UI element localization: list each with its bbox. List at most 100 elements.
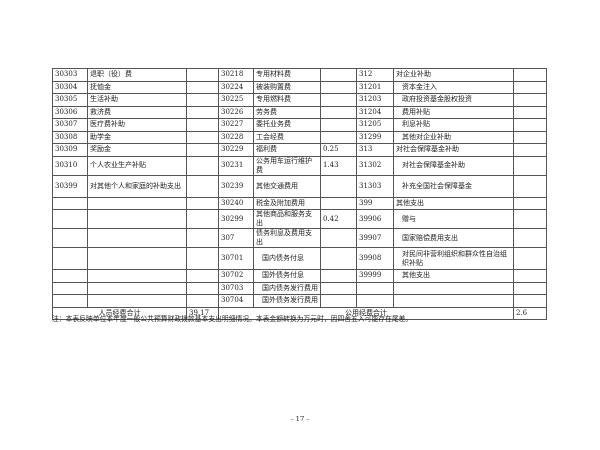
- personnel-item: [87, 196, 187, 210]
- table-row: 30304 抚恤金 30224 被装购置费 31201 资本金注入: [52, 80, 547, 94]
- personnel-amount: [186, 93, 219, 107]
- table-row: 30240 税金及附加费用 399 其他支出: [52, 196, 547, 210]
- personnel-amount: [186, 228, 219, 248]
- table-row: 30306 救济费 30226 劳务费 31204 费用补贴: [52, 105, 547, 119]
- personnel-item: [87, 247, 187, 270]
- other-code: 31204: [356, 105, 394, 119]
- personnel-item: 奖励金: [87, 143, 187, 157]
- goods-code: 30701: [218, 247, 254, 270]
- personnel-total-label: 人员经费合计: [52, 306, 187, 320]
- goods-code: 30226: [218, 105, 254, 119]
- personnel-item: [87, 281, 187, 295]
- other-amount: [513, 80, 547, 94]
- personnel-item: 个人农业生产补贴: [87, 155, 187, 176]
- page-number: - 17 -: [291, 415, 309, 423]
- other-code: 31302: [356, 155, 394, 176]
- personnel-item: [87, 228, 187, 248]
- other-item: 其他支出: [393, 269, 514, 283]
- personnel-item: [87, 209, 187, 229]
- personnel-item: 救济费: [87, 105, 187, 119]
- other-item: 对社会保障基金补助: [393, 155, 514, 176]
- personnel-amount: [186, 143, 219, 157]
- table-row: 30303 退职（役）费 30218 专用材料费 312 对企业补助: [52, 68, 547, 82]
- other-code: 31303: [356, 174, 394, 198]
- goods-code: 307: [218, 228, 254, 248]
- personnel-amount: [186, 130, 219, 144]
- personnel-code: 30310: [52, 155, 88, 176]
- personnel-item: 抚恤金: [87, 80, 187, 94]
- other-amount: [513, 209, 547, 229]
- personnel-code: 30303: [52, 68, 88, 82]
- personnel-amount: [186, 118, 219, 132]
- other-amount: [513, 93, 547, 107]
- goods-code: 30240: [218, 196, 254, 210]
- personnel-item: 退职（役）费: [87, 68, 187, 82]
- goods-item: 国内债务发行费用: [253, 281, 321, 295]
- goods-code: 30299: [218, 209, 254, 229]
- goods-code: 30224: [218, 80, 254, 94]
- goods-amount: 0.25: [320, 143, 357, 157]
- personnel-amount: [186, 294, 219, 308]
- goods-amount: [320, 228, 357, 248]
- other-item: 对民间非营利组织和群众性自治组织补贴: [393, 247, 514, 270]
- other-item: 国家赔偿费用支出: [393, 228, 514, 248]
- personnel-code: [52, 294, 88, 308]
- other-code: 312: [356, 68, 394, 82]
- goods-amount: [320, 118, 357, 132]
- personnel-amount: [186, 155, 219, 176]
- goods-code: 30229: [218, 143, 254, 157]
- personnel-item: 对其他个人和家庭的补助支出: [87, 174, 187, 198]
- other-amount: [513, 247, 547, 270]
- personnel-amount: [186, 80, 219, 94]
- table-row: 30704 国外债务发行费用: [52, 294, 547, 308]
- other-amount: [513, 118, 547, 132]
- personnel-amount: [186, 247, 219, 270]
- goods-item: 国外债务付息: [253, 269, 321, 283]
- personnel-code: [52, 196, 88, 210]
- table-row: 30299 其他商品和服务支出 0.42 39906 赠与: [52, 209, 547, 229]
- goods-amount: [320, 281, 357, 295]
- goods-item: 专用材料费: [253, 68, 321, 82]
- table-row: 30308 助学金 30228 工会经费 31299 其他对企业补助: [52, 130, 547, 144]
- other-item: 对企业补助: [393, 68, 514, 82]
- other-code: 399: [356, 196, 394, 210]
- other-amount: [513, 294, 547, 308]
- other-amount: [513, 130, 547, 144]
- other-amount: [513, 68, 547, 82]
- other-amount: [513, 281, 547, 295]
- personnel-code: [52, 269, 88, 283]
- other-code: 31299: [356, 130, 394, 144]
- other-item: [393, 281, 514, 295]
- personnel-item: 医疗费补助: [87, 118, 187, 132]
- goods-item: 被装购置费: [253, 80, 321, 94]
- personnel-amount: [186, 196, 219, 210]
- goods-code: 30225: [218, 93, 254, 107]
- public-total-label: 公用经费合计: [218, 306, 514, 320]
- other-item: 赠与: [393, 209, 514, 229]
- other-code: [356, 294, 394, 308]
- goods-item: 国外债务发行费用: [253, 294, 321, 308]
- personnel-item: [87, 269, 187, 283]
- goods-code: 30702: [218, 269, 254, 283]
- goods-amount: [320, 269, 357, 283]
- other-item: 利息补贴: [393, 118, 514, 132]
- personnel-code: [52, 281, 88, 295]
- other-item: 补充全国社会保障基金: [393, 174, 514, 198]
- goods-amount: [320, 174, 357, 198]
- goods-code: 30231: [218, 155, 254, 176]
- public-total-value: 2.6: [513, 306, 547, 320]
- personnel-code: 30309: [52, 143, 88, 157]
- other-item: 其他对企业补助: [393, 130, 514, 144]
- table-row: 30399 对其他个人和家庭的补助支出 30239 其他交通费用 31303 补充全国社会…: [52, 174, 547, 198]
- other-code: 39907: [356, 228, 394, 248]
- other-code: 313: [356, 143, 394, 157]
- goods-item: 其他交通费用: [253, 174, 321, 198]
- table-note: 注：本表反映单位本年度一般公共预算财政拨款基本支出明细情况。本表金额转换为万元时…: [52, 315, 413, 323]
- other-amount: [513, 174, 547, 198]
- personnel-total-value: 39.17: [186, 306, 219, 320]
- goods-code: 30704: [218, 294, 254, 308]
- goods-item: 福利费: [253, 143, 321, 157]
- other-amount: [513, 105, 547, 119]
- goods-amount: [320, 196, 357, 210]
- personnel-code: [52, 209, 88, 229]
